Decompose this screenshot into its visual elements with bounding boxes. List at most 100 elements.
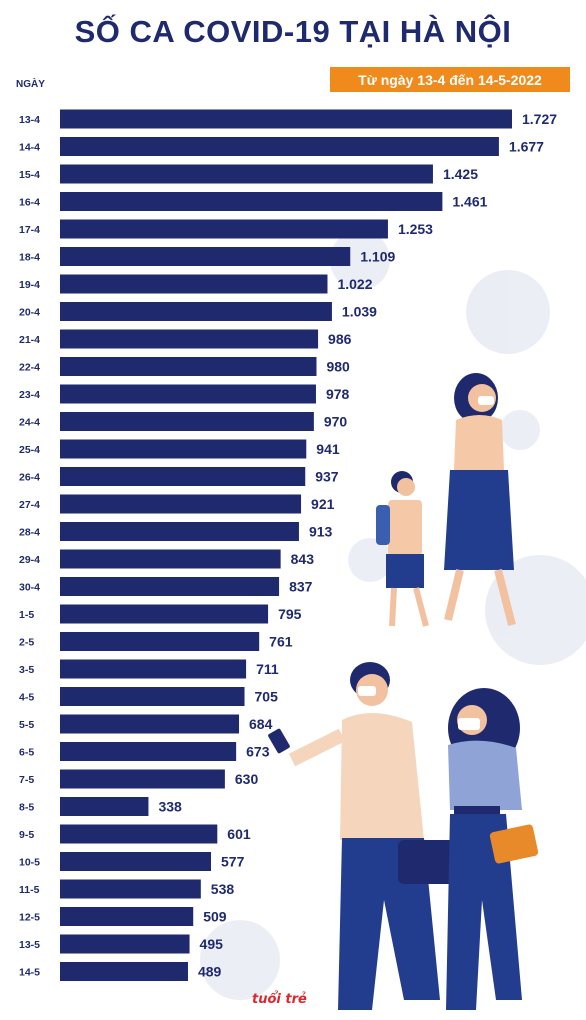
value-label: 1.727: [522, 111, 557, 127]
category-label: 12-5: [19, 912, 40, 924]
publisher-logo: tuổi trẻ: [252, 992, 307, 1007]
bar: [60, 192, 443, 211]
value-label: 538: [211, 881, 235, 897]
bar: [60, 137, 499, 156]
bar: [60, 852, 212, 871]
value-label: 921: [311, 496, 335, 512]
category-label: 26-4: [19, 472, 40, 484]
y-axis-label: NGÀY: [16, 79, 45, 90]
bar: [60, 329, 319, 349]
value-label: 980: [326, 359, 350, 375]
bar: [60, 357, 317, 376]
category-label: 10-5: [19, 857, 40, 869]
category-label: 20-4: [19, 307, 40, 319]
category-label: 7-5: [19, 774, 34, 786]
value-label: 705: [255, 689, 279, 705]
value-label: 978: [326, 386, 350, 402]
bar: [60, 907, 194, 926]
category-label: 14-5: [19, 967, 40, 979]
category-label: 18-4: [19, 252, 40, 264]
date-range-badge: Từ ngày 13-4 đến 14-5-2022: [330, 67, 570, 92]
value-label: 630: [235, 771, 259, 787]
value-label: 1.253: [398, 221, 433, 237]
mother-child-figure: [376, 373, 516, 627]
category-label: 4-5: [19, 692, 34, 704]
value-label: 1.022: [337, 276, 372, 292]
bar: [60, 522, 299, 541]
bar: [60, 604, 269, 624]
bar: [60, 659, 247, 679]
bar: [60, 302, 332, 321]
bar: [60, 549, 281, 569]
value-label: 937: [315, 469, 339, 485]
category-label: 22-4: [19, 362, 40, 374]
category-label: 1-5: [19, 609, 34, 621]
category-label: 15-4: [19, 169, 40, 181]
category-label: 6-5: [19, 747, 34, 759]
category-label: 23-4: [19, 389, 40, 401]
bar: [60, 824, 218, 844]
virus-icon: [200, 230, 586, 1000]
value-label: 1.109: [360, 249, 395, 265]
value-label: 1.039: [342, 304, 377, 320]
category-label: 24-4: [19, 417, 40, 429]
value-label: 509: [203, 909, 227, 925]
value-label: 338: [158, 799, 182, 815]
value-label: 1.425: [443, 166, 478, 182]
value-label: 684: [249, 716, 273, 732]
bar: [60, 384, 316, 404]
bar: [60, 632, 260, 651]
value-label: 711: [256, 661, 279, 677]
category-label: 3-5: [19, 664, 34, 676]
value-label: 941: [316, 441, 340, 457]
category-label: 27-4: [19, 499, 40, 511]
bar: [60, 109, 512, 129]
bar: [60, 439, 307, 459]
category-label: 2-5: [19, 637, 34, 649]
bar: [60, 769, 225, 789]
value-label: 970: [324, 414, 348, 430]
bar: [60, 219, 388, 239]
value-label: 986: [328, 331, 352, 347]
category-label: 25-4: [19, 444, 40, 456]
category-label: 30-4: [19, 582, 40, 594]
bar: [60, 577, 280, 596]
bar: [60, 412, 314, 431]
category-label: 21-4: [19, 334, 40, 346]
bar: [60, 962, 188, 981]
value-label: 1.461: [452, 194, 487, 210]
bar: [60, 467, 306, 486]
category-label: 28-4: [19, 527, 40, 539]
bar: [60, 247, 351, 266]
bar: [60, 164, 433, 184]
bar: [60, 274, 328, 294]
category-label: 11-5: [19, 884, 40, 896]
bar: [60, 742, 237, 761]
bar: [60, 494, 302, 514]
category-label: 13-5: [19, 939, 40, 951]
category-label: 9-5: [19, 829, 34, 841]
bar: [60, 879, 201, 899]
value-label: 795: [278, 606, 302, 622]
category-label: 19-4: [19, 279, 40, 291]
bar: [60, 714, 240, 734]
value-label: 673: [246, 744, 270, 760]
value-label: 837: [289, 579, 313, 595]
page-title: SỐ CA COVID-19 TẠI HÀ NỘI: [74, 14, 512, 49]
couple-figure: [268, 662, 539, 1010]
value-label: 577: [221, 854, 245, 870]
category-label: 8-5: [19, 802, 34, 814]
category-label: 14-4: [19, 142, 40, 154]
value-label: 601: [227, 826, 251, 842]
category-label: 5-5: [19, 719, 34, 731]
value-label: 761: [269, 634, 293, 650]
value-label: 1.677: [509, 139, 544, 155]
category-label: 29-4: [19, 554, 40, 566]
bar: [60, 934, 190, 954]
bar: [60, 687, 245, 706]
category-label: 16-4: [19, 197, 40, 209]
value-label: 843: [291, 551, 315, 567]
value-label: 489: [198, 964, 222, 980]
